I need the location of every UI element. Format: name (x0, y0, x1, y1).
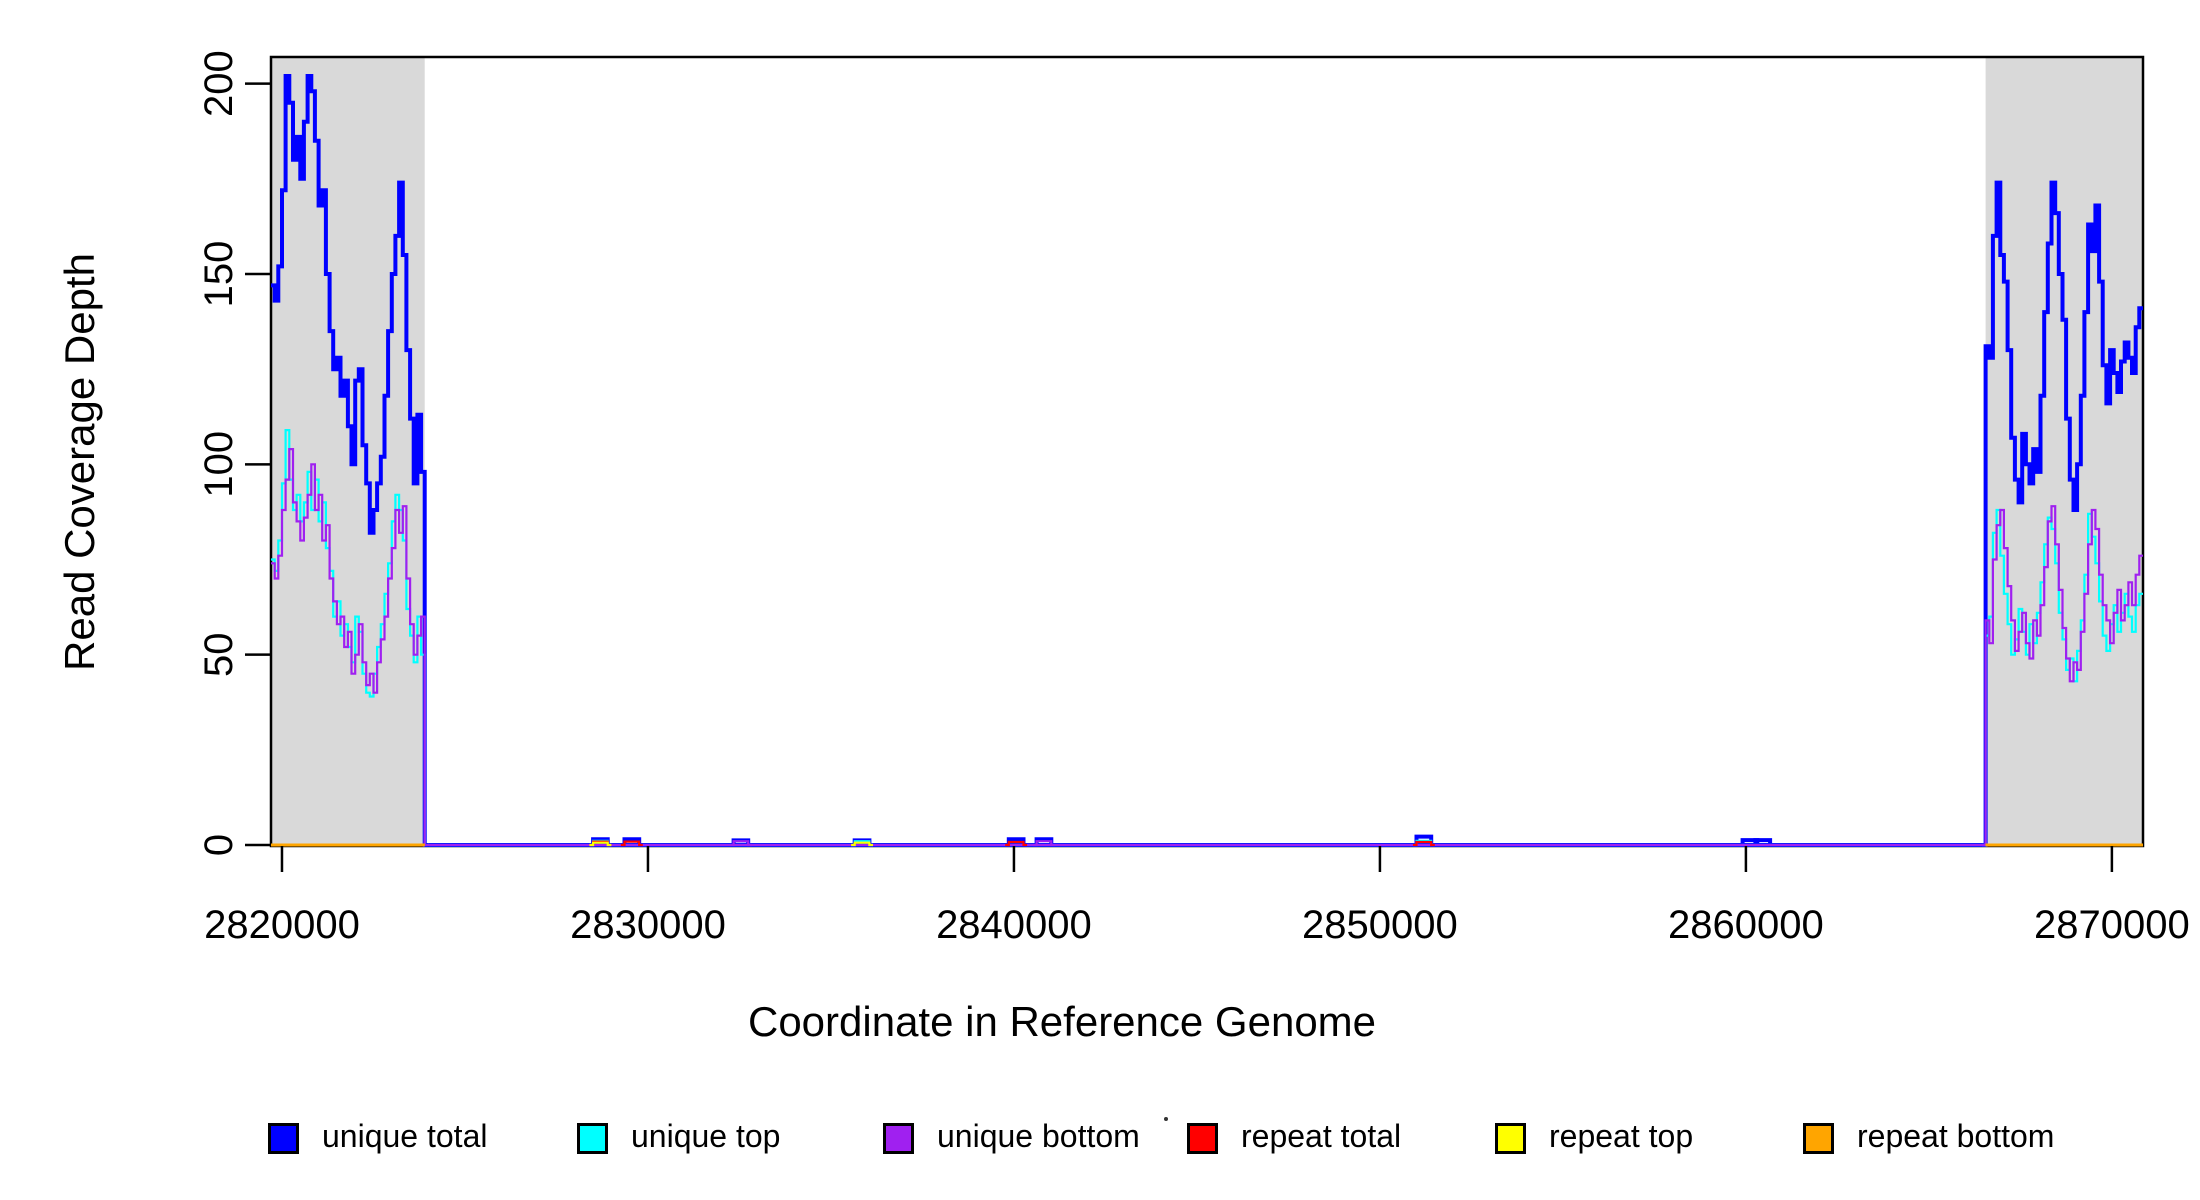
legend-label: repeat bottom (1857, 1118, 2055, 1154)
unique-bottom-line-seg5 (1982, 505, 2143, 847)
repeat-top-line-seg3 (851, 841, 873, 847)
y-tick-label: 200 (197, 50, 241, 117)
unique-bottom-line-seg3 (729, 840, 752, 847)
x-tick-label: 2840000 (936, 903, 1092, 947)
repeat-total-line-seg5 (1412, 840, 1435, 847)
legend-label: repeat total (1241, 1118, 1402, 1154)
unique-bottom-line-seg1 (271, 448, 429, 847)
x-axis-title: Coordinate in Reference Genome (747, 998, 1377, 1045)
x-tick-label: 2870000 (2034, 903, 2190, 947)
y-tick-label: 100 (197, 431, 241, 498)
legend-swatch-repeat-total (1187, 1123, 1218, 1154)
legend: unique total unique top unique bottom repea… (0, 1118, 2200, 1162)
legend-label: unique bottom (937, 1118, 1140, 1154)
unique-bottom-line-seg4 (1033, 840, 1055, 847)
x-tick-label: 2830000 (570, 903, 726, 947)
legend-swatch-repeat-top (1495, 1123, 1526, 1154)
repeat-total-line-seg3 (620, 840, 643, 847)
x-tick-label: 2850000 (1302, 903, 1458, 947)
y-tick-label: 150 (197, 241, 241, 308)
y-axis-title: Read Coverage Depth (56, 253, 103, 671)
unique-total-line-seg12 (1982, 180, 2143, 847)
legend-swatch-unique-total (268, 1123, 299, 1154)
legend-label: unique total (322, 1118, 488, 1154)
repeat-top-line-seg2 (589, 841, 612, 847)
repeat-total-line-seg4 (1005, 840, 1028, 847)
legend-label: repeat top (1549, 1118, 1694, 1154)
plot-border (269, 55, 2145, 848)
unique-total-line-seg11 (1751, 838, 1774, 847)
legend-swatch-unique-top (577, 1123, 608, 1154)
repeat-region-shade-2 (1985, 57, 2143, 846)
x-tick-label: 2820000 (204, 903, 360, 947)
legend-label: unique top (631, 1118, 781, 1154)
x-tick-label: 2860000 (1668, 903, 1824, 947)
stray-dot (1164, 1117, 1168, 1121)
legend-swatch-unique-bottom (883, 1123, 914, 1154)
legend-swatch-repeat-bottom (1803, 1123, 1834, 1154)
y-tick-label: 0 (197, 834, 241, 856)
unique-total-line-seg1 (271, 74, 429, 847)
y-tick-label: 50 (197, 632, 241, 677)
